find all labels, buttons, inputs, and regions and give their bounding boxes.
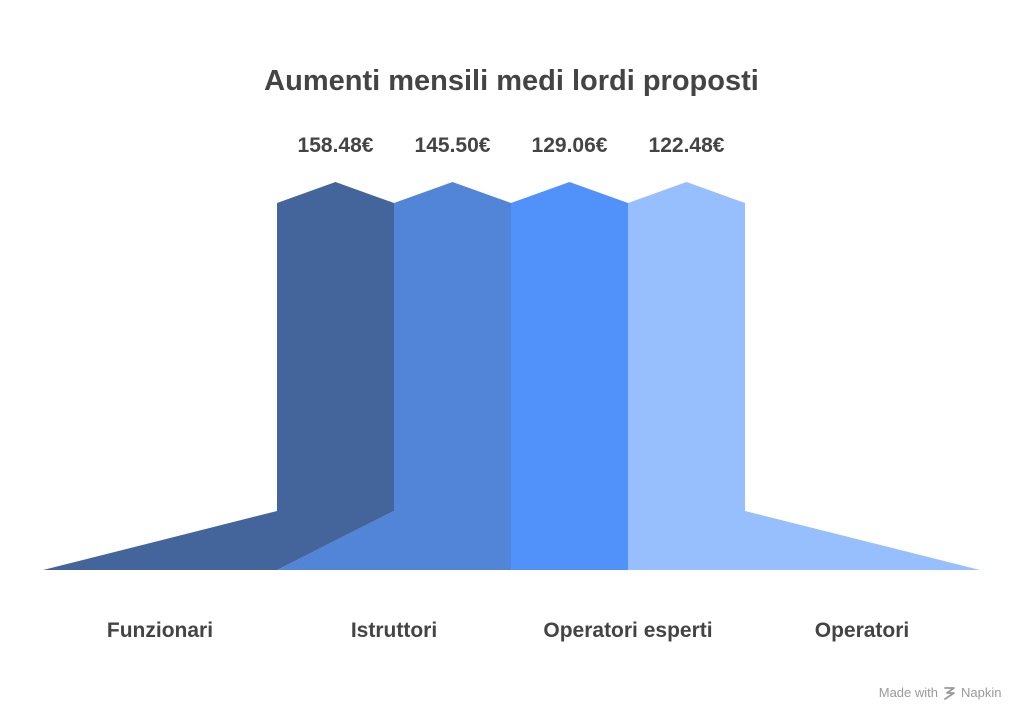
- category-label: Istruttori: [351, 619, 437, 642]
- category-label: Operatori: [815, 619, 910, 642]
- value-label: 122.48€: [649, 134, 725, 157]
- category-label: Funzionari: [107, 619, 213, 642]
- napkin-logo-icon: [944, 687, 955, 700]
- value-labels: 158.48€ 145.50€ 129.06€ 122.48€: [298, 134, 725, 157]
- chart-title: Aumenti mensili medi lordi proposti: [264, 65, 759, 97]
- category-label: Operatori esperti: [543, 619, 712, 642]
- watermark-brand: Napkin: [961, 685, 1001, 700]
- chart-marks: [43, 182, 980, 570]
- watermark: Made with Napkin: [879, 685, 1002, 700]
- bar-funzionari: [43, 182, 394, 570]
- value-label: 129.06€: [532, 134, 608, 157]
- bar-operatori: [511, 182, 980, 570]
- value-label: 145.50€: [415, 134, 491, 157]
- watermark-made-with: Made with: [879, 685, 938, 700]
- category-labels: Funzionari Istruttori Operatori esperti Ope…: [107, 619, 909, 642]
- value-label: 158.48€: [298, 134, 374, 157]
